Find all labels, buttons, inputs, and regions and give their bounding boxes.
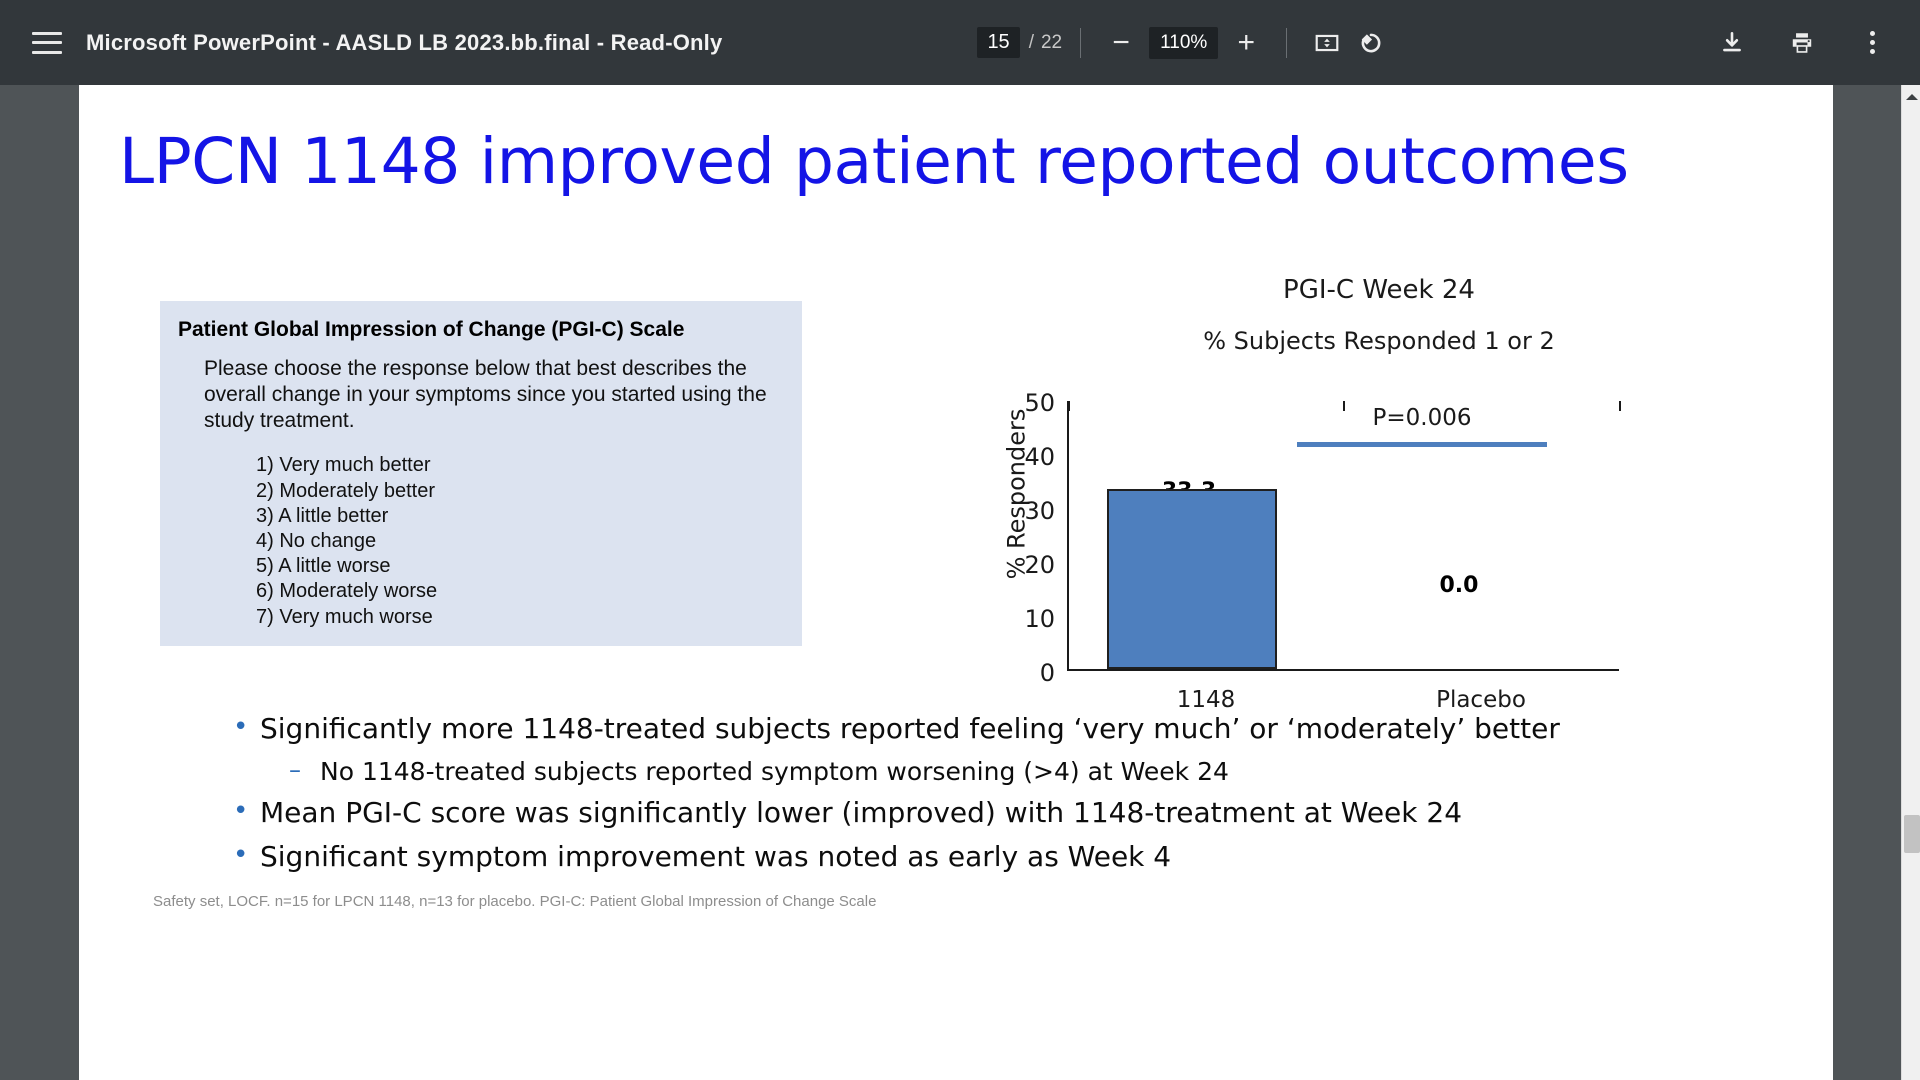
y-tick-label: 0 [1039, 659, 1055, 687]
pgic-options-list: 1) Very much better 2) Moderately better… [160, 433, 802, 629]
page-number-input[interactable]: 15 [977, 27, 1020, 58]
print-button[interactable] [1780, 21, 1824, 65]
toolbar-divider [1080, 27, 1082, 58]
x-tick-mark [1619, 401, 1621, 411]
bar-1148[interactable] [1107, 489, 1277, 669]
download-icon [1723, 31, 1741, 51]
zoom-in-button[interactable]: + [1224, 21, 1268, 65]
pgic-option: 2) Moderately better [256, 479, 435, 502]
pgic-option: 5) A little worse [256, 555, 391, 578]
scroll-up-button[interactable] [1902, 89, 1920, 105]
pgic-intro-text: Please choose the response below that be… [204, 357, 767, 432]
toolbar-divider [1286, 27, 1288, 58]
more-options-button[interactable] [1850, 21, 1894, 65]
slide-title: LPCN 1148 improved patient reported outc… [119, 125, 1629, 198]
minus-icon: − [1112, 25, 1130, 59]
slide-canvas: LPCN 1148 improved patient reported outc… [79, 85, 1833, 1080]
hamburger-menu-icon[interactable] [32, 31, 62, 54]
fit-to-page-button[interactable] [1305, 21, 1349, 65]
page-separator: / [1028, 31, 1034, 53]
page-total: 22 [1040, 31, 1063, 53]
pgic-option: 1) Very much better [256, 454, 431, 477]
page-indicator: 15 / 22 [977, 27, 1062, 58]
chart-title: PGI-C Week 24 [1283, 275, 1475, 305]
hamburger-line [32, 41, 62, 44]
top-toolbar: Microsoft PowerPoint - AASLD LB 2023.bb.… [0, 0, 1920, 85]
download-button[interactable] [1710, 21, 1754, 65]
pgic-scale-panel: Patient Global Impression of Change (PGI… [160, 301, 802, 646]
x-tick-label: 1148 [1176, 687, 1236, 713]
rotate-button[interactable] [1349, 21, 1393, 65]
y-tick-label: 20 [1024, 551, 1055, 579]
x-tick-mark [1068, 401, 1070, 411]
kebab-dot [1869, 40, 1875, 45]
scrollbar-thumb[interactable] [1904, 815, 1920, 853]
chevron-up-icon [1905, 94, 1918, 100]
chart-subtitle: % Subjects Responded 1 or 2 [1203, 327, 1555, 355]
vertical-scrollbar[interactable] [1901, 85, 1920, 1080]
kebab-dot [1869, 31, 1875, 36]
slide-footnote: Safety set, LOCF. n=15 for LPCN 1148, n=… [153, 893, 877, 910]
document-title: Microsoft PowerPoint - AASLD LB 2023.bb.… [86, 29, 723, 55]
y-tick-label: 10 [1024, 605, 1055, 633]
bullet-list: Significantly more 1148-treated subjects… [227, 710, 1767, 883]
x-tick-label: Placebo [1436, 687, 1526, 713]
bullet-item: Mean PGI-C score was significantly lower… [227, 794, 1767, 832]
zoom-out-button[interactable]: − [1099, 21, 1143, 65]
bullet-item: Significantly more 1148-treated subjects… [227, 710, 1767, 748]
y-tick-label: 50 [1024, 389, 1055, 417]
bullet-item: Significant symptom improvement was note… [227, 838, 1767, 876]
hamburger-line [32, 31, 62, 35]
y-tick-label: 40 [1024, 443, 1055, 471]
print-icon [1792, 32, 1812, 53]
toolbar-right-group [1684, 21, 1894, 65]
pgic-bar-chart: PGI-C Week 24 % Subjects Responded 1 or … [979, 275, 1779, 725]
pgic-option: 6) Moderately worse [256, 580, 438, 603]
bar-value-label: 0.0 [1439, 573, 1479, 598]
plus-icon: + [1237, 25, 1256, 59]
rotate-icon [1361, 33, 1381, 52]
pgic-option: 3) A little better [256, 504, 389, 527]
more-options-icon [1869, 31, 1875, 54]
pgic-heading: Patient Global Impression of Change (PGI… [178, 318, 685, 341]
hamburger-line [32, 50, 62, 54]
bullet-sub-item: No 1148-treated subjects reported sympto… [227, 755, 1767, 788]
p-value-annotation: P=0.006 [1372, 405, 1472, 431]
pgic-option: 4) No change [256, 530, 377, 553]
pgic-option: 7) Very much worse [256, 605, 433, 628]
x-tick-mark [1343, 401, 1345, 411]
fit-to-page-icon [1315, 34, 1339, 51]
zoom-level-display: 110% [1149, 26, 1219, 59]
y-tick-label: 30 [1024, 497, 1055, 525]
kebab-dot [1869, 49, 1875, 54]
significance-bar [1297, 442, 1547, 447]
chart-plot-area: P=0.006 33.3 0.0 1148 Placebo [1067, 401, 1621, 713]
